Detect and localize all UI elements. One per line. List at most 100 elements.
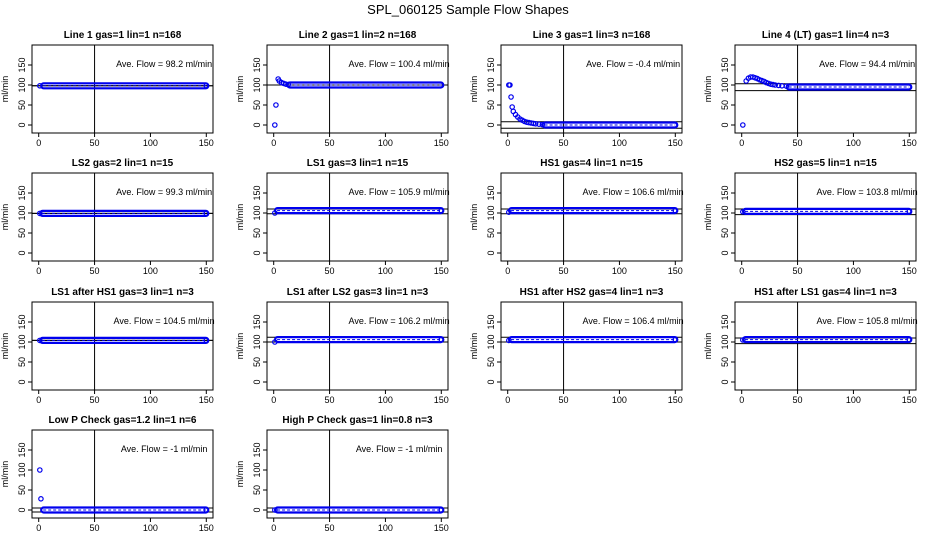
y-tick-label: 50 bbox=[17, 100, 27, 110]
y-tick-label: 0 bbox=[720, 250, 730, 255]
chart-title: LS1 gas=3 lin=1 n=15 bbox=[307, 158, 409, 169]
chart-title: HS1 gas=4 lin=1 n=15 bbox=[540, 158, 643, 169]
y-tick-label: 150 bbox=[486, 57, 496, 72]
x-tick-label: 150 bbox=[434, 395, 449, 405]
y-tick-label: 100 bbox=[252, 462, 262, 477]
y-tick-label: 150 bbox=[720, 185, 730, 200]
chart-panel-14: High P Check gas=1 lin=0.8 n=3 ml/min 0 50 1… bbox=[235, 415, 449, 533]
plot-frame bbox=[266, 44, 449, 134]
x-tick-label: 150 bbox=[199, 266, 214, 276]
chart-title: HS1 after LS1 gas=4 lin=1 n=3 bbox=[754, 287, 897, 298]
x-tick-label: 100 bbox=[846, 138, 861, 148]
data-point bbox=[37, 337, 43, 344]
x-tick-label: 150 bbox=[434, 266, 449, 276]
data-point bbox=[506, 337, 512, 344]
data-point bbox=[272, 339, 278, 345]
x-tick-label: 50 bbox=[90, 266, 100, 276]
y-tick-label: 100 bbox=[17, 334, 27, 349]
x-tick-label: 100 bbox=[378, 523, 393, 533]
y-tick-label: 100 bbox=[17, 462, 27, 477]
x-tick-label: 100 bbox=[378, 395, 393, 405]
average-flow-annotation: Ave. Flow = 104.5 ml/min bbox=[114, 316, 215, 326]
chart-panel-13: Low P Check gas=1.2 lin=1 n=6 ml/min 0 50 10… bbox=[0, 415, 214, 533]
y-tick-label: 50 bbox=[17, 228, 27, 238]
chart-panel-8: HS2 gas=5 lin=1 n=15 ml/min 0 50 100 150 0 50 10… bbox=[703, 158, 918, 276]
x-tick-label: 50 bbox=[559, 138, 569, 148]
data-point bbox=[530, 120, 537, 127]
average-flow-annotation: Ave. Flow = 94.4 ml/min bbox=[819, 59, 915, 69]
y-tick-label: 0 bbox=[720, 122, 730, 127]
data-point bbox=[438, 336, 445, 343]
x-tick-label: 50 bbox=[325, 395, 335, 405]
y-tick-label: 0 bbox=[252, 379, 262, 384]
x-tick-label: 0 bbox=[36, 138, 41, 148]
plot-frame bbox=[31, 429, 214, 519]
y-tick-label: 100 bbox=[720, 77, 730, 92]
y-tick-label: 150 bbox=[252, 314, 262, 329]
x-tick-label: 50 bbox=[325, 266, 335, 276]
data-point bbox=[438, 507, 445, 513]
data-point bbox=[438, 207, 445, 214]
x-tick-label: 150 bbox=[199, 523, 214, 533]
chart-title: LS2 gas=2 lin=1 n=15 bbox=[72, 158, 174, 169]
plot-frame bbox=[31, 44, 214, 134]
x-tick-label: 0 bbox=[739, 138, 744, 148]
plot-frame bbox=[31, 301, 214, 391]
data-point bbox=[770, 81, 776, 88]
data-point bbox=[509, 104, 515, 110]
data-band bbox=[286, 81, 445, 89]
average-flow-annotation: Ave. Flow = 105.9 ml/min bbox=[349, 187, 450, 197]
x-tick-label: 100 bbox=[378, 138, 393, 148]
data-point bbox=[272, 122, 278, 128]
average-flow-annotation: Ave. Flow = 98.2 ml/min bbox=[116, 59, 212, 69]
y-tick-label: 150 bbox=[252, 57, 262, 72]
y-tick-label: 150 bbox=[252, 442, 262, 457]
chart-panel-3: Line 3 gas=1 lin=3 n=168 ml/min 0 50 100 150 0… bbox=[469, 30, 683, 148]
data-point bbox=[906, 336, 913, 343]
chart-title: Line 4 (LT) gas=1 lin=4 n=3 bbox=[762, 30, 890, 41]
x-tick-label: 0 bbox=[36, 523, 41, 533]
plot-frame bbox=[266, 172, 449, 262]
y-tick-label: 0 bbox=[252, 250, 262, 255]
x-tick-label: 100 bbox=[846, 395, 861, 405]
average-flow-annotation: Ave. Flow = 106.4 ml/min bbox=[583, 316, 684, 326]
chart-panel-5: LS2 gas=2 lin=1 n=15 ml/min 0 50 100 150 0 50 10… bbox=[0, 158, 214, 276]
y-tick-label: 50 bbox=[17, 357, 27, 367]
data-point bbox=[273, 102, 279, 108]
y-tick-label: 100 bbox=[720, 205, 730, 220]
y-tick-label: 100 bbox=[720, 334, 730, 349]
chart-title: Line 2 gas=1 lin=2 n=168 bbox=[299, 30, 417, 41]
x-tick-label: 100 bbox=[143, 138, 158, 148]
average-flow-annotation: Ave. Flow = 103.8 ml/min bbox=[817, 187, 918, 197]
x-tick-label: 150 bbox=[668, 266, 683, 276]
average-flow-annotation: Ave. Flow = -1 ml/min bbox=[121, 444, 208, 454]
average-flow-annotation: Ave. Flow = -1 ml/min bbox=[356, 444, 443, 454]
y-tick-label: 150 bbox=[720, 57, 730, 72]
y-tick-label: 150 bbox=[17, 185, 27, 200]
chart-panel-9: LS1 after HS1 gas=3 lin=1 n=3 ml/min 0 50 10… bbox=[0, 287, 215, 405]
data-point bbox=[37, 467, 43, 473]
y-tick-label: 150 bbox=[486, 314, 496, 329]
y-axis-label: ml/min bbox=[703, 76, 713, 103]
plot-frame bbox=[500, 44, 683, 134]
chart-title: LS1 after HS1 gas=3 lin=1 n=3 bbox=[51, 287, 194, 298]
data-band bbox=[541, 121, 679, 129]
y-tick-label: 0 bbox=[17, 379, 27, 384]
y-axis-label: ml/min bbox=[0, 76, 10, 103]
chart-title: Line 3 gas=1 lin=3 n=168 bbox=[533, 30, 651, 41]
x-tick-label: 150 bbox=[902, 266, 917, 276]
data-point bbox=[508, 94, 514, 100]
chart-title: Line 1 gas=1 lin=1 n=168 bbox=[64, 30, 182, 41]
y-axis-label: ml/min bbox=[703, 333, 713, 360]
y-tick-label: 0 bbox=[17, 507, 27, 512]
y-tick-label: 50 bbox=[720, 357, 730, 367]
y-axis-label: ml/min bbox=[0, 333, 10, 360]
data-point bbox=[272, 210, 278, 216]
y-axis-label: ml/min bbox=[703, 204, 713, 231]
y-tick-label: 150 bbox=[17, 442, 27, 457]
x-tick-label: 150 bbox=[902, 138, 917, 148]
average-flow-annotation: Ave. Flow = 99.3 ml/min bbox=[116, 187, 212, 197]
plot-frame bbox=[266, 429, 449, 519]
